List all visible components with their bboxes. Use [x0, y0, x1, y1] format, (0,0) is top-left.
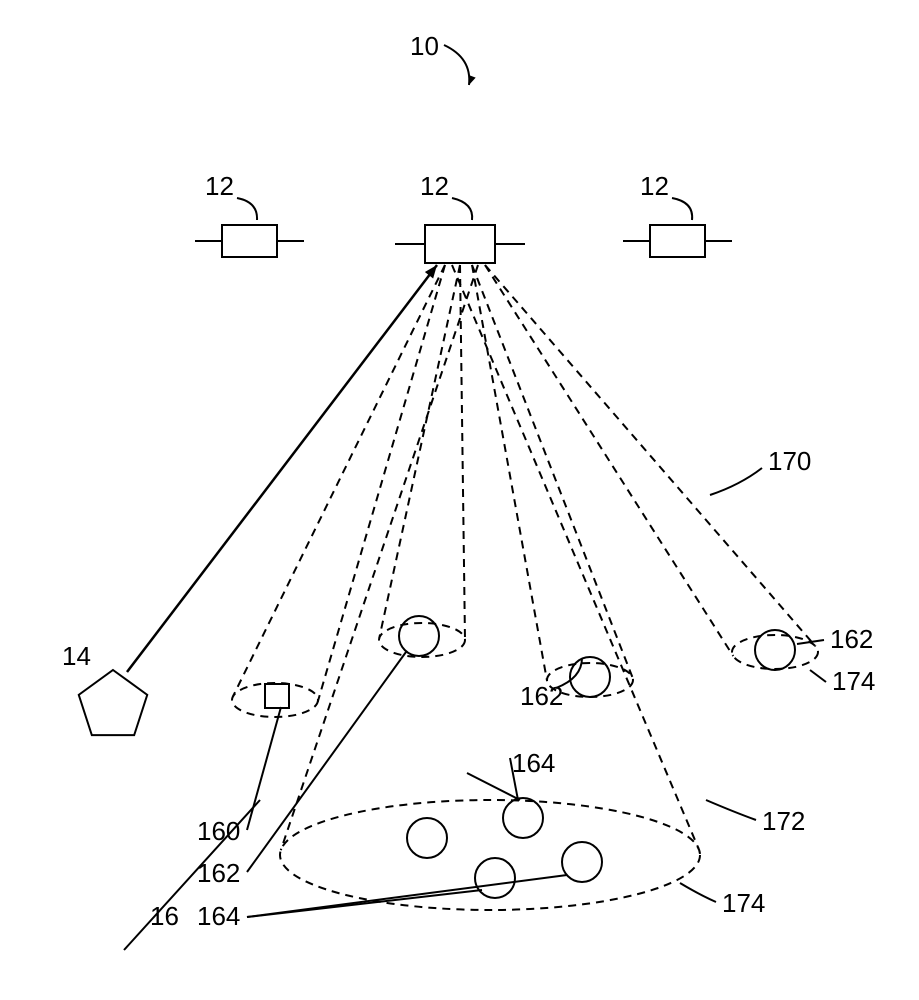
label-170: 170 [768, 446, 811, 476]
leader-172 [706, 800, 756, 820]
leader-174-bottom [680, 883, 716, 902]
uplink-arrow [127, 265, 437, 672]
label-164-left: 164 [197, 901, 240, 931]
diagram-canvas: 10 12 12 12 170 162 174 162 164 172 174 14 160 162 16 1… [0, 0, 919, 1000]
label-162-mid: 162 [520, 681, 563, 711]
access-point-icon [265, 684, 289, 708]
controller-icon [79, 670, 147, 735]
ue-node-2 [503, 798, 543, 838]
ue-node-1 [407, 818, 447, 858]
label-172: 172 [762, 806, 805, 836]
figure-number-label: 10 [410, 31, 439, 61]
leader-174-right [810, 670, 826, 682]
leader-160 [247, 707, 281, 830]
label-174-right: 174 [832, 666, 875, 696]
satellite-icon-2 [395, 225, 525, 263]
label-164-mid: 164 [512, 748, 555, 778]
ue-node-4 [562, 842, 602, 882]
sat-label-3: 12 [640, 171, 669, 201]
sat-leader-1 [237, 198, 257, 220]
label-162-left: 162 [197, 858, 240, 888]
label-174-bottom: 174 [722, 888, 765, 918]
cpe-node-1 [399, 616, 439, 656]
label-16: 16 [150, 901, 179, 931]
label-162-right: 162 [830, 624, 873, 654]
sat-leader-3 [672, 198, 692, 220]
sat-leader-2 [452, 198, 472, 220]
leader-164-b [247, 875, 567, 917]
beam-cone-3 [472, 265, 633, 697]
satellite-icon-1 [195, 225, 304, 257]
leader-170 [710, 468, 762, 495]
ue-node-3 [475, 858, 515, 898]
sat-label-2: 12 [420, 171, 449, 201]
sat-label-1: 12 [205, 171, 234, 201]
satellite-icon-3 [623, 225, 732, 257]
label-14: 14 [62, 641, 91, 671]
figure-number-arrow [444, 45, 469, 85]
label-160: 160 [197, 816, 240, 846]
